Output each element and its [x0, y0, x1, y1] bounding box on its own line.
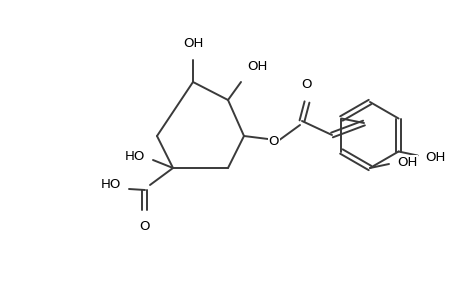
Text: OH: OH: [182, 37, 203, 50]
Text: O: O: [140, 220, 150, 233]
Text: OH: OH: [425, 151, 445, 164]
Text: O: O: [301, 78, 312, 91]
Text: O: O: [268, 134, 279, 148]
Text: OH: OH: [396, 155, 416, 169]
Text: OH: OH: [246, 60, 267, 73]
Text: HO: HO: [124, 149, 145, 163]
Text: HO: HO: [101, 178, 121, 191]
